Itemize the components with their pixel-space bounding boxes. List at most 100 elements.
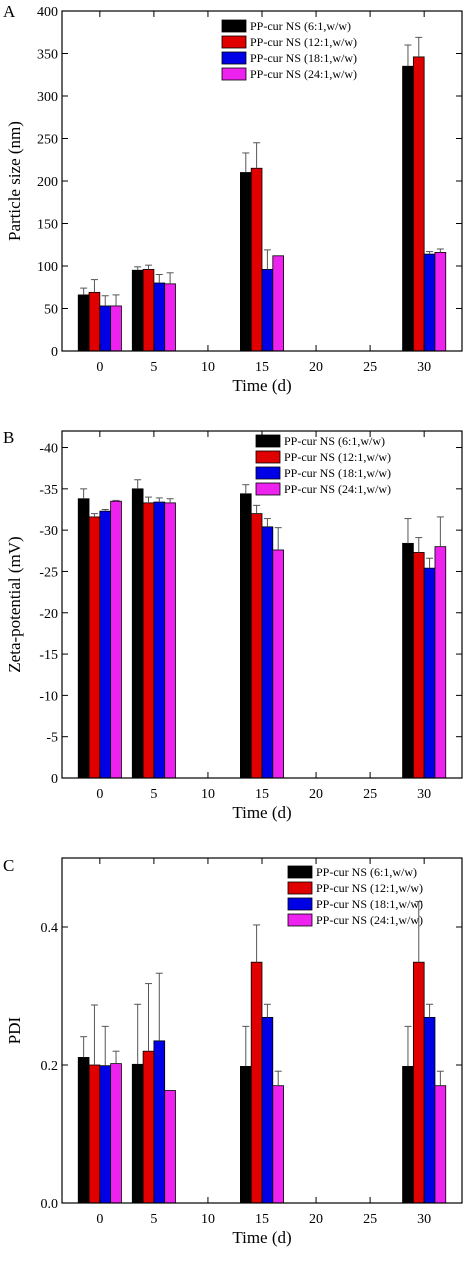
legend-swatch-C-s0 [287, 865, 313, 879]
bar-B-s1-30 [412, 552, 425, 779]
bar-C-s3-15 [272, 1085, 284, 1204]
legend-label-C-s2: PP-cur NS (18:1,w/w) [316, 897, 423, 911]
legend-label-C-s1: PP-cur NS (12:1,w/w) [316, 881, 423, 895]
x-axis-label-B: Time (d) [232, 803, 291, 822]
bar-B-s2-5 [153, 501, 166, 779]
x-tick-label-C: 10 [201, 1212, 215, 1227]
y-tick-label-A: 300 [37, 90, 58, 105]
legend-label-C-s0: PP-cur NS (6:1,w/w) [316, 865, 417, 879]
bar-C-s3-0 [110, 1063, 122, 1204]
bar-C-s0-30 [402, 1065, 414, 1204]
x-tick-label-A: 10 [201, 360, 215, 375]
bar-B-s0-5 [131, 488, 144, 779]
legend-swatch-C-s1 [287, 881, 313, 895]
bar-B-s0-30 [402, 542, 414, 779]
legend-C: PP-cur NS (6:1,w/w) PP-cur NS (12:1,w/w) P… [287, 865, 423, 927]
y-tick-label-A: 0 [51, 345, 58, 360]
bar-A-s3-30 [434, 251, 447, 352]
bar-A-s2-15 [261, 268, 274, 352]
bar-C-s1-5 [142, 1050, 155, 1204]
x-tick-label-A: 0 [96, 360, 103, 375]
bar-C-s2-15 [261, 1016, 274, 1204]
legend-label-C-s3: PP-cur NS (24:1,w/w) [316, 913, 423, 927]
legend-swatch-A-s1 [221, 35, 247, 49]
bar-C-s3-30 [434, 1085, 447, 1204]
bar-C-s2-5 [153, 1040, 166, 1204]
bar-B-s0-0 [77, 498, 90, 779]
x-tick-label-A: 25 [363, 360, 377, 375]
legend-label-B-s1: PP-cur NS (12:1,w/w) [284, 450, 391, 464]
x-tick-label-C: 5 [150, 1212, 157, 1227]
bar-C-s1-15 [250, 961, 263, 1204]
legend-label-B-s3: PP-cur NS (24:1,w/w) [284, 482, 391, 496]
bar-A-s2-30 [423, 253, 436, 352]
legend-swatch-A-s0 [221, 19, 247, 33]
x-tick-label-C: 0 [96, 1212, 103, 1227]
y-axis-label-B: Zeta-potential (mV) [5, 536, 24, 672]
bar-B-s1-5 [142, 502, 155, 779]
x-axis-label-C: Time (d) [232, 1228, 291, 1247]
bar-A-s1-15 [250, 167, 263, 352]
bar-A-s2-5 [153, 282, 166, 352]
y-tick-label-A: 350 [37, 48, 58, 63]
y-tick-label-C: 0.0 [41, 1197, 59, 1212]
bar-B-s0-15 [239, 493, 252, 779]
legend-swatch-B-s1 [255, 450, 281, 464]
legend-label-A-s3: PP-cur NS (24:1,w/w) [250, 67, 357, 81]
legend-A: PP-cur NS (6:1,w/w) PP-cur NS (12:1,w/w) P… [221, 19, 357, 81]
bar-A-s2-0 [99, 305, 112, 352]
bar-A-s0-0 [77, 294, 90, 352]
y-tick-label-B: -40 [39, 442, 58, 457]
bar-C-s0-0 [77, 1057, 90, 1204]
x-tick-label-C: 20 [309, 1212, 323, 1227]
bar-C-s3-5 [164, 1090, 176, 1204]
bar-B-s2-0 [99, 510, 112, 779]
y-tick-label-C: 0.2 [41, 1059, 59, 1074]
y-tick-label-B: -35 [39, 483, 58, 498]
y-tick-label-A: 100 [37, 260, 58, 275]
x-tick-label-A: 20 [309, 360, 323, 375]
legend-label-B-s0: PP-cur NS (6:1,w/w) [284, 434, 385, 448]
legend-swatch-C-s2 [287, 897, 313, 911]
bar-C-s2-30 [423, 1016, 436, 1204]
x-tick-label-B: 25 [363, 787, 377, 802]
bar-A-s3-15 [272, 255, 284, 352]
bar-A-s1-30 [412, 56, 425, 352]
legend-B: PP-cur NS (6:1,w/w) PP-cur NS (12:1,w/w) P… [255, 434, 391, 496]
x-tick-label-A: 5 [150, 360, 157, 375]
bar-B-s1-15 [250, 513, 263, 779]
legend-label-A-s2: PP-cur NS (18:1,w/w) [250, 51, 357, 65]
legend-swatch-B-s3 [255, 482, 281, 496]
panel-B: 0 -5 -10 -15 -20 -25 -30 -35 -40 0 5 10 15 20 25 30 Time… [3, 428, 463, 822]
x-tick-label-B: 20 [309, 787, 323, 802]
x-axis-label-A: Time (d) [232, 376, 291, 395]
bar-C-s0-15 [239, 1065, 252, 1204]
y-tick-label-A: 200 [37, 175, 58, 190]
y-tick-label-A: 400 [37, 5, 58, 20]
bar-B-s1-0 [88, 516, 101, 779]
bar-C-s1-0 [88, 1064, 101, 1204]
x-tick-label-A: 15 [255, 360, 269, 375]
bar-A-s0-15 [239, 172, 252, 352]
panel-label-C: C [3, 856, 14, 875]
legend-swatch-B-s0 [255, 434, 281, 448]
y-axis-label-C: PDI [5, 1016, 24, 1044]
y-tick-label-C: 0.4 [41, 921, 59, 936]
legend-swatch-B-s2 [255, 466, 281, 480]
y-axis-label-A: Particle size (nm) [5, 121, 24, 241]
y-tick-label-A: 150 [37, 218, 58, 233]
panel-label-B: B [3, 428, 14, 447]
x-tick-label-B: 30 [417, 787, 431, 802]
panel-label-A: A [3, 2, 16, 21]
x-tick-label-C: 30 [417, 1212, 431, 1227]
y-tick-label-A: 250 [37, 133, 58, 148]
legend-label-A-s0: PP-cur NS (6:1,w/w) [250, 19, 351, 33]
bar-C-s0-5 [131, 1063, 144, 1204]
x-tick-label-B: 0 [96, 787, 103, 802]
bar-B-s3-15 [272, 549, 284, 779]
panel-C: 0.0 0.2 0.4 0 5 10 15 20 25 30 Time (d) PDI C PP-cur … [3, 856, 463, 1247]
bar-C-s2-0 [99, 1065, 112, 1204]
y-tick-label-B: -5 [46, 731, 58, 746]
bar-A-s0-30 [402, 65, 414, 352]
